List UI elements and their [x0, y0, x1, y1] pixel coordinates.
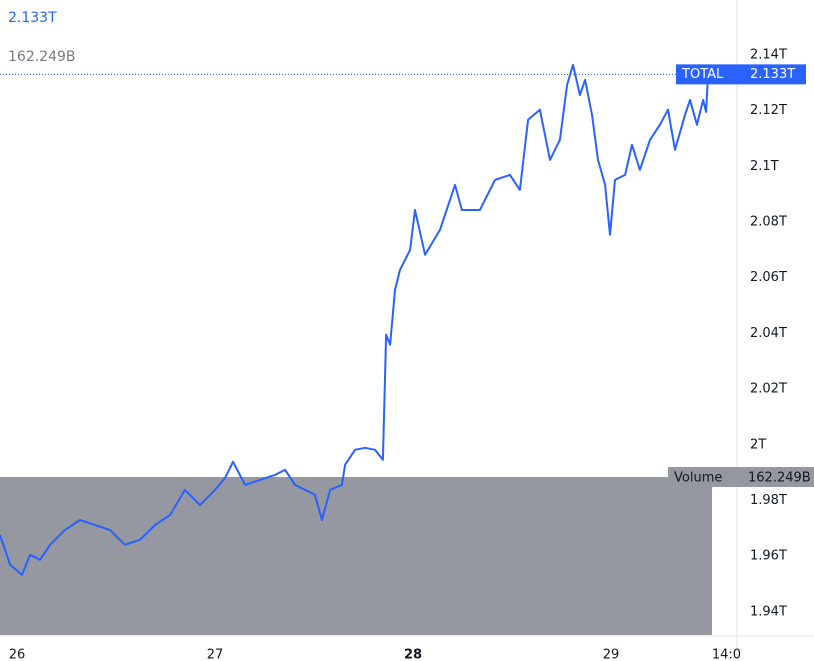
y-tick-label: 2.04T: [750, 326, 787, 341]
total-tag-value: 2.133T: [750, 67, 795, 82]
volume-tag-value: 162.249B: [748, 471, 811, 486]
y-tick-label: 1.98T: [750, 493, 787, 508]
y-tick-label: 2.12T: [750, 103, 787, 118]
last-value-label: 2.133T: [8, 10, 57, 26]
volume-label: 162.249B: [8, 49, 76, 65]
y-tick-label: 2.02T: [750, 382, 787, 397]
x-tick-label: 27: [207, 648, 224, 661]
volume-tag: [668, 467, 814, 487]
y-tick-label: 1.94T: [750, 604, 787, 619]
y-tick-label: 2.1T: [750, 159, 779, 174]
y-tick-label: 2.14T: [750, 47, 787, 62]
total-tag-name: TOTAL: [681, 67, 724, 82]
volume-area: [0, 477, 712, 635]
x-tick-label: 14:0: [712, 648, 741, 661]
y-tick-label: 1.96T: [750, 549, 787, 564]
y-tick-label: 2T: [750, 437, 766, 452]
y-tick-label: 2.08T: [750, 214, 787, 229]
price-line: [0, 63, 709, 576]
total-tag: [676, 64, 806, 85]
x-tick-label: 26: [9, 648, 26, 661]
volume-tag-name: Volume: [674, 471, 722, 486]
y-tick-label: 2.06T: [750, 270, 787, 285]
x-tick-label: 28: [404, 648, 422, 661]
x-tick-label: 29: [603, 648, 620, 661]
